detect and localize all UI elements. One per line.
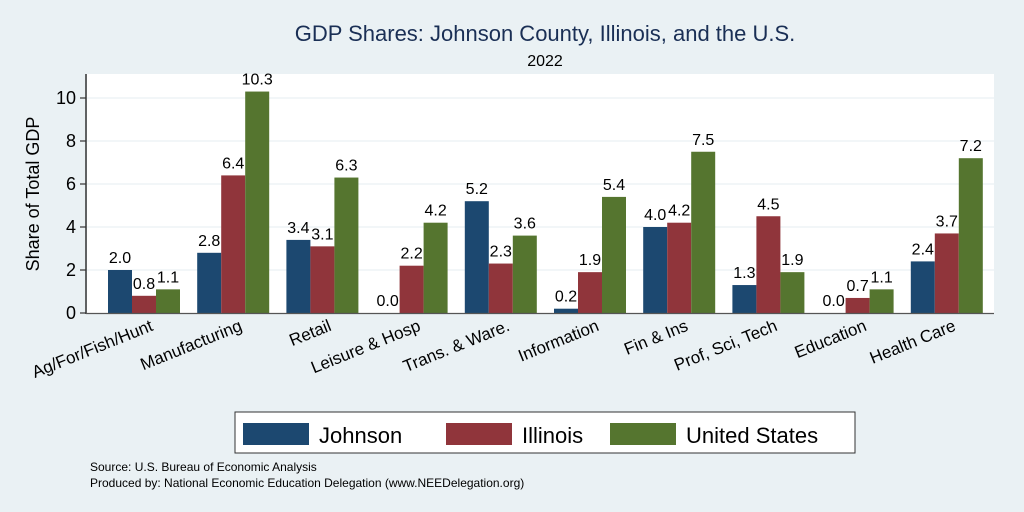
value-label: 4.5 — [757, 196, 779, 213]
bar-johnson — [732, 285, 757, 313]
value-label: 0.7 — [846, 278, 868, 295]
value-label: 7.5 — [692, 132, 714, 149]
legend-swatch-johnson — [243, 423, 309, 445]
source-note: Source: U.S. Bureau of Economic Analysis — [90, 460, 317, 474]
bar-illinois — [488, 263, 513, 313]
bar-illinois — [399, 265, 424, 313]
value-label: 2.2 — [400, 246, 422, 263]
value-label: 1.9 — [781, 252, 803, 269]
legend-swatch-united-states — [610, 423, 676, 445]
bar-illinois — [934, 233, 959, 313]
y-tick-label: 10 — [56, 88, 76, 108]
value-label: 3.4 — [287, 220, 309, 237]
value-label: 3.6 — [514, 216, 536, 233]
bar-johnson — [197, 252, 222, 313]
value-label: 1.1 — [157, 269, 179, 286]
bar-united-states — [245, 91, 270, 313]
bar-johnson — [910, 261, 935, 313]
bar-illinois — [756, 216, 781, 313]
value-label: 4.2 — [668, 203, 690, 220]
value-label: 3.7 — [936, 213, 958, 230]
producer-note: Produced by: National Economic Education… — [90, 476, 524, 490]
value-label: 2.4 — [912, 241, 934, 258]
value-label: 7.2 — [960, 138, 982, 155]
category-label: Retail — [286, 316, 333, 350]
bar-illinois — [221, 175, 246, 313]
value-label: 1.1 — [870, 269, 892, 286]
y-tick-label: 8 — [66, 131, 76, 151]
value-label: 1.3 — [733, 265, 755, 282]
category-label: Education — [792, 316, 869, 362]
category-label: Information — [516, 316, 602, 365]
y-ticks: 0 2 4 6 8 10 — [56, 88, 86, 323]
bar-illinois — [845, 297, 870, 313]
legend: Johnson Illinois United States — [234, 411, 856, 454]
category-label: Manufacturing — [138, 316, 245, 374]
category-label: Health Care — [867, 316, 958, 368]
value-label: 10.3 — [242, 72, 273, 89]
bar-illinois — [667, 222, 692, 313]
legend-label: United States — [686, 423, 818, 448]
bar-united-states — [156, 289, 180, 313]
legend-swatch-illinois — [446, 423, 512, 445]
category-label: Ag/For/Fish/Hunt — [29, 316, 156, 382]
y-axis-title: Share of Total GDP — [23, 117, 43, 272]
legend-label: Johnson — [319, 423, 402, 448]
y-tick-label: 6 — [66, 174, 76, 194]
bar-johnson — [286, 239, 311, 313]
value-labels: 2.00.8 1.12.86.410.33.4 3.16.30.02.24.25.2… — [109, 72, 982, 310]
bar-united-states — [512, 235, 537, 313]
value-label: 2.8 — [198, 233, 220, 250]
value-label: 0.0 — [822, 293, 844, 310]
bar-illinois — [132, 295, 156, 313]
value-label: 0.8 — [133, 276, 155, 293]
value-label: 0.0 — [376, 293, 398, 310]
bar-johnson — [108, 270, 132, 313]
bar-united-states — [780, 272, 805, 313]
y-tick-label: 0 — [66, 303, 76, 323]
value-label: 6.4 — [222, 155, 244, 172]
legend-box — [234, 411, 856, 454]
bar-united-states — [691, 151, 716, 313]
bar-johnson — [643, 227, 668, 313]
value-label: 2.3 — [490, 244, 512, 261]
value-label: 6.3 — [335, 158, 357, 175]
bars — [108, 91, 983, 314]
bar-johnson — [464, 201, 489, 313]
chart-subtitle: 2022 — [527, 53, 563, 70]
value-label: 4.0 — [644, 207, 666, 224]
value-label: 4.2 — [424, 203, 446, 220]
category-label: Prof, Sci, Tech — [671, 316, 779, 375]
bar-illinois — [310, 246, 335, 313]
bar-united-states — [602, 196, 626, 313]
bar-united-states — [423, 222, 448, 313]
bar-johnson — [554, 308, 578, 313]
value-label: 1.9 — [579, 252, 601, 269]
value-label: 0.2 — [555, 289, 577, 306]
chart-title: GDP Shares: Johnson County, Illinois, an… — [295, 21, 796, 46]
bar-united-states — [869, 289, 894, 313]
value-label: 3.1 — [311, 226, 333, 243]
legend-label: Illinois — [522, 423, 583, 448]
y-tick-label: 4 — [66, 217, 76, 237]
value-label: 2.0 — [109, 250, 131, 267]
y-tick-label: 2 — [66, 260, 76, 280]
value-label: 5.2 — [466, 181, 488, 198]
bar-united-states — [334, 177, 359, 313]
value-label: 5.4 — [603, 177, 625, 194]
bar-united-states — [958, 158, 983, 313]
bar-illinois — [578, 272, 602, 313]
